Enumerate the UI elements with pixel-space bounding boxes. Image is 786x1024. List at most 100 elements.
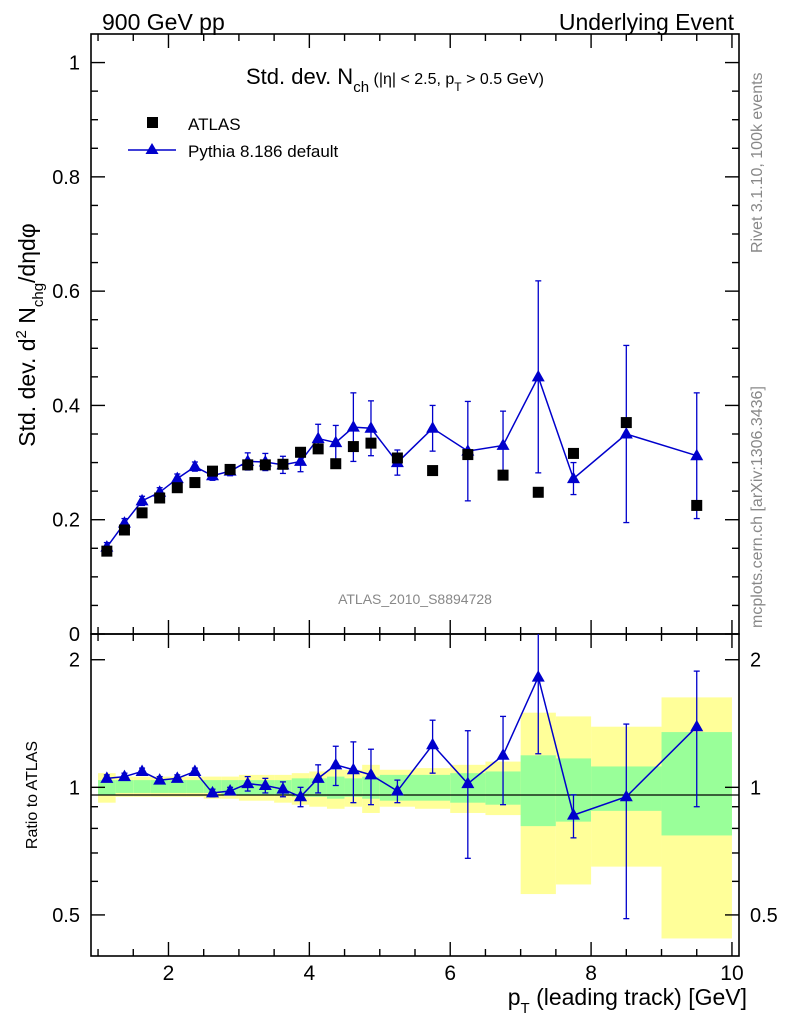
header-left: 900 GeV pp [102,9,225,35]
atlas-point [330,458,342,470]
mc-point [329,435,343,448]
band-inner-rect [115,780,134,793]
atlas-point [101,545,113,557]
ratio-y-tick-label-right: 1 [750,777,761,799]
atlas-point [242,459,254,471]
atlas-point [391,452,403,464]
atlas-point [567,447,579,459]
atlas-point [497,469,509,481]
legend: ATLAS Pythia 8.186 default [128,115,339,161]
mc-point [188,459,202,472]
atlas-point [365,437,377,449]
atlas-point [462,449,474,461]
atlas-point [277,458,289,470]
mc-point [531,369,545,382]
legend-pythia-label: Pythia 8.186 default [188,142,339,161]
mc-point [170,471,184,484]
ratio-mc-point [153,773,167,785]
band-inner-rect [98,780,116,795]
ratio-mc-series [100,634,704,920]
mc-point [294,454,308,466]
ratio-mc-point [329,757,343,770]
ratio-y-tick-label: 2 [69,650,80,672]
y-tick-label: 0.8 [52,167,80,189]
mc-point [135,493,149,506]
band-inner-rect [186,780,204,793]
x-tick-label: 2 [163,962,175,985]
ratio-mc-point [241,776,255,789]
mc-point [364,421,378,433]
ratio-mc-point [258,778,272,790]
atlas-point [207,465,218,477]
x-axis-label: pT (leading track) [GeV] [508,984,747,1017]
ratio-mc-point [619,789,633,802]
ratio-mc-point [690,719,704,732]
atlas-point [136,507,148,519]
rivet-version-label: Rivet 3.1.10, 100k events [749,72,766,253]
ratio-mc-point [117,769,131,782]
ratio-mc-point [364,767,378,780]
y-tick-label: 0.6 [52,281,80,303]
x-tick-label: 4 [304,962,316,985]
mcplots-reference-label: mcplots.cern.ch [arXiv:1306.3436] [749,386,766,628]
y-tick-label: 0.4 [52,395,80,417]
ratio-mc-point [461,776,475,789]
atlas-point [620,417,632,429]
atlas-point [189,477,201,489]
ratio-mc-point [390,784,404,796]
atlas-point [154,492,166,504]
atlas-point [118,524,130,536]
main-data-series [101,417,703,557]
ratio-mc-point [531,670,545,682]
band-inner-rect [168,780,187,793]
y-axis-label-main: Std. dev. d2 Nchg/dηdφ [13,223,47,446]
ratio-y-tick-label-right: 2 [750,650,761,672]
plot-title: Std. dev. Nch (|η| < 2.5, pT > 0.5 GeV) [246,64,544,96]
x-tick-label: 10 [720,962,743,985]
band-inner-rect [326,776,345,799]
legend-pythia-marker [145,143,159,154]
atlas-point [532,486,544,498]
band-inner-rect [520,755,556,827]
ratio-mc-point [276,782,290,794]
atlas-point [259,459,271,471]
ratio-y-tick-label-right: 0.5 [750,905,778,927]
y-tick-label: 0.2 [52,510,80,532]
atlas-point [427,465,439,477]
header-right: Underlying Event [559,9,735,35]
mc-point [311,431,325,444]
ratio-y-tick-label: 1 [69,777,80,799]
atlas-point [295,446,307,458]
ratio-mc-point [206,785,219,798]
ratio-uncertainty-bands [98,697,732,939]
analysis-tag: ATLAS_2010_S8894728 [338,591,492,607]
axes: 2 4 6 8 10 0 0.2 0.4 0.6 0.8 1 0.5 0.5 1 1 2 2 [52,34,778,985]
y-tick-label: 1 [69,53,80,75]
ratio-mc-point [294,789,308,802]
legend-atlas-marker [147,117,158,128]
mc-point [496,438,510,450]
mc-point [690,448,704,461]
atlas-point [347,441,359,453]
ratio-mc-point [346,762,360,775]
ratio-mc-point [566,808,580,820]
x-tick-label: 6 [444,962,456,985]
ratio-mc-point [170,771,184,783]
ratio-y-tick-label: 0.5 [52,905,80,927]
y-axis-label-ratio: Ratio to ATLAS [24,741,41,849]
ratio-mc-point [496,748,510,760]
mc-point [426,421,440,433]
atlas-point [224,463,236,475]
x-tick-label: 8 [585,962,597,985]
ratio-mc-point [188,764,202,776]
main-mc-series [100,280,704,553]
ratio-mc-point [426,737,440,750]
ratio-mc-point [100,771,114,783]
mc-point [566,471,580,484]
ratio-mc-point [135,764,149,776]
atlas-point [312,443,324,455]
atlas-point [171,482,183,494]
atlas-point [691,499,703,511]
ratio-mc-point [223,784,237,796]
